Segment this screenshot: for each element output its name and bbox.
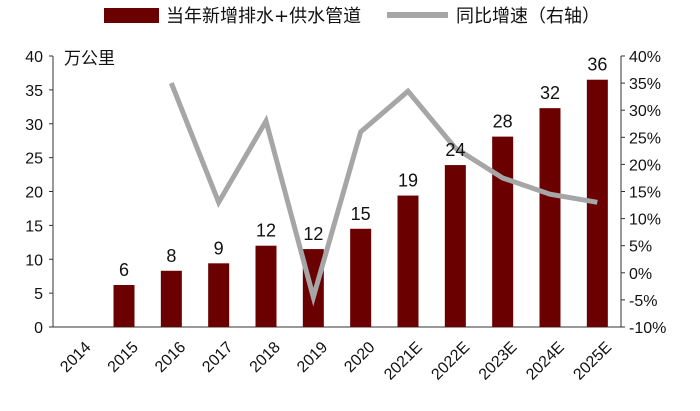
right-tick-label: 5% xyxy=(629,239,652,256)
right-axis-ticks: -10% -5% 0% 5% 10% 15% 20% 25% 30% 35% 40% xyxy=(621,49,666,337)
growth-line xyxy=(169,82,598,307)
left-tick-label: 35 xyxy=(25,83,43,100)
bar xyxy=(208,263,230,327)
left-axis-ticks: 0 5 10 15 20 25 30 35 40 xyxy=(25,49,53,337)
x-category-label: 2023E xyxy=(476,339,521,384)
bar-value-label: 12 xyxy=(256,221,276,241)
bar xyxy=(350,228,372,327)
right-tick-label: 35% xyxy=(629,76,661,93)
x-category-label: 2018 xyxy=(247,339,284,376)
left-tick-label: 40 xyxy=(25,49,43,66)
left-tick-label: 30 xyxy=(25,117,43,134)
legend-bar-label: 当年新增排水+供水管道 xyxy=(166,6,361,27)
right-tick-label: 15% xyxy=(629,185,661,202)
left-tick-label: 25 xyxy=(25,151,43,168)
bars xyxy=(113,79,608,328)
x-category-label: 2017 xyxy=(199,339,236,376)
right-tick-label: -5% xyxy=(629,293,657,310)
x-category-label: 2021E xyxy=(381,339,426,384)
bar-value-label: 19 xyxy=(398,171,418,191)
bar-value-label: 6 xyxy=(119,260,129,280)
right-tick-label: 0% xyxy=(629,266,652,283)
bar-value-label: 12 xyxy=(303,224,323,244)
x-category-label: 2019 xyxy=(294,339,331,376)
bar xyxy=(255,245,277,327)
bar xyxy=(113,284,135,327)
legend-line-label: 同比增速（右轴） xyxy=(456,6,600,27)
x-axis-ticks: 2014 2015 2016 2017 2018 2019 2020 2021E 2022E 20… xyxy=(57,339,615,384)
bar-value-label: 15 xyxy=(351,204,371,224)
x-category-label: 2020 xyxy=(341,339,378,376)
right-tick-label: 20% xyxy=(629,157,661,174)
x-category-label: 2024E xyxy=(523,339,568,384)
bar xyxy=(492,136,514,327)
unit-label: 万公里 xyxy=(64,49,115,69)
right-tick-label: 10% xyxy=(629,212,661,229)
bar-value-label: 8 xyxy=(166,246,176,266)
bar xyxy=(160,270,182,327)
bar xyxy=(397,195,419,327)
bar xyxy=(539,108,561,327)
bar-labels: 6 8 9 12 12 15 19 24 28 32 36 xyxy=(119,55,607,280)
growth-line-path xyxy=(169,82,598,307)
bar-value-label: 9 xyxy=(214,238,224,258)
legend: 当年新增排水+供水管道 同比增速（右轴） xyxy=(104,6,600,27)
left-tick-label: 5 xyxy=(34,286,43,303)
left-tick-label: 0 xyxy=(34,320,43,337)
x-category-label: 2025E xyxy=(570,339,615,384)
bar xyxy=(586,79,608,328)
x-category-label: 2015 xyxy=(105,339,142,376)
bar-value-label: 28 xyxy=(493,112,513,132)
right-tick-label: 40% xyxy=(629,49,661,66)
legend-bar-swatch xyxy=(104,8,159,23)
bar-value-label: 32 xyxy=(540,83,560,103)
left-tick-label: 10 xyxy=(25,252,43,269)
right-tick-label: 30% xyxy=(629,103,661,120)
right-tick-label: -10% xyxy=(629,320,666,337)
left-tick-label: 20 xyxy=(25,185,43,202)
bar-value-label: 24 xyxy=(445,140,465,160)
x-category-label: 2022E xyxy=(428,339,473,384)
bar-value-label: 36 xyxy=(587,55,607,75)
x-category-label: 2014 xyxy=(57,339,94,376)
bar xyxy=(444,165,466,327)
left-tick-label: 15 xyxy=(25,218,43,235)
x-category-label: 2016 xyxy=(152,339,189,376)
right-tick-label: 25% xyxy=(629,130,661,147)
